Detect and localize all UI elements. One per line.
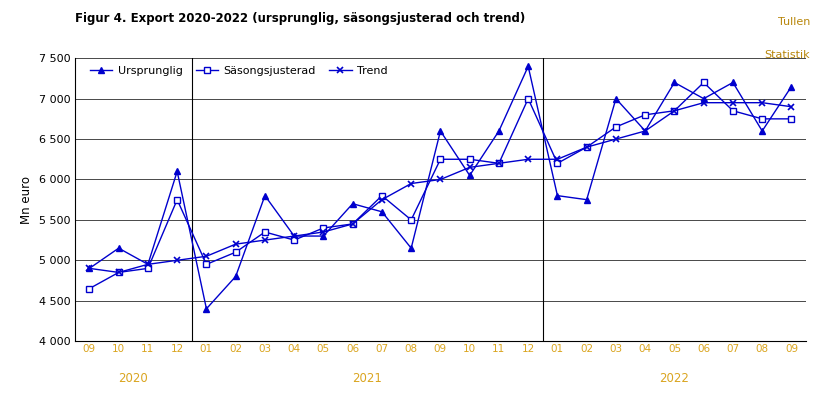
Y-axis label: Mn euro: Mn euro [21, 176, 33, 224]
Text: Tullen: Tullen [778, 17, 810, 27]
Text: Statistik: Statistik [765, 50, 810, 60]
Text: Figur 4. Export 2020-2022 (ursprunglig, säsongsjusterad och trend): Figur 4. Export 2020-2022 (ursprunglig, … [75, 12, 525, 25]
Text: 2022: 2022 [660, 372, 690, 385]
Legend: Ursprunglig, Säsongsjusterad, Trend: Ursprunglig, Säsongsjusterad, Trend [87, 64, 390, 78]
Text: 2020: 2020 [118, 372, 148, 385]
Text: 2021: 2021 [352, 372, 382, 385]
